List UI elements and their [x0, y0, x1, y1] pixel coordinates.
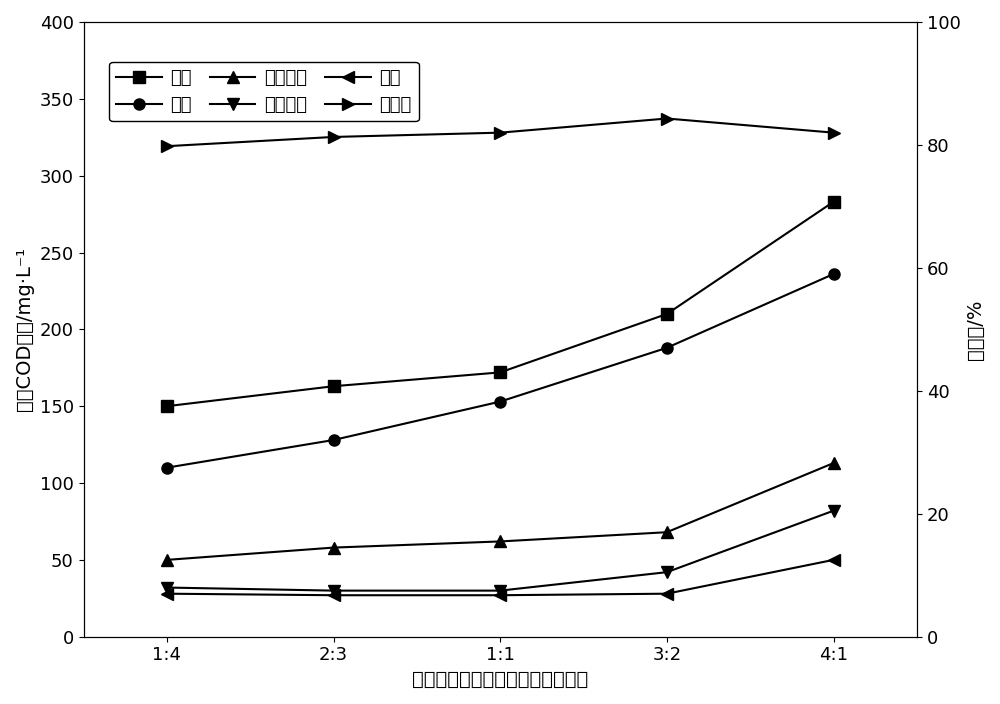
出水	[494, 591, 506, 599]
Legend: 进水, 厌氧, 一级好氧, 二级好氧, 出水, 去除率: 进水, 厌氧, 一级好氧, 二级好氧, 出水, 去除率	[109, 62, 419, 121]
Line: 二级好氧: 二级好氧	[161, 505, 839, 596]
Line: 一级好氧: 一级好氧	[161, 458, 839, 565]
去除率	[828, 128, 840, 137]
二级好氧	[828, 506, 840, 515]
进水	[161, 402, 173, 410]
一级好氧	[494, 537, 506, 546]
厌氧	[494, 397, 506, 406]
厌氧	[328, 436, 340, 444]
一级好氧	[161, 555, 173, 564]
一级好氧	[328, 543, 340, 552]
Line: 进水: 进水	[161, 196, 839, 412]
二级好氧	[661, 568, 673, 577]
进水	[494, 368, 506, 377]
厌氧	[828, 270, 840, 278]
出水	[328, 591, 340, 599]
出水	[161, 589, 173, 598]
厌氧	[161, 463, 173, 472]
二级好氧	[494, 586, 506, 595]
厌氧	[661, 344, 673, 352]
Y-axis label: 各区COD浓度/mg·L⁻¹: 各区COD浓度/mg·L⁻¹	[15, 247, 34, 411]
进水	[828, 198, 840, 206]
二级好氧	[328, 586, 340, 595]
出水	[828, 555, 840, 564]
Line: 出水: 出水	[161, 554, 839, 601]
二级好氧	[161, 584, 173, 592]
出水	[661, 589, 673, 598]
进水	[661, 310, 673, 318]
Line: 厌氧: 厌氧	[161, 268, 839, 473]
X-axis label: 苯甲酸废水与生活污水不同体积比: 苯甲酸废水与生活污水不同体积比	[412, 670, 588, 689]
Y-axis label: 去除率/%: 去除率/%	[966, 299, 985, 360]
一级好氧	[661, 528, 673, 536]
去除率	[494, 128, 506, 137]
去除率	[661, 114, 673, 122]
去除率	[328, 133, 340, 142]
Line: 去除率: 去除率	[161, 113, 839, 152]
进水	[328, 382, 340, 391]
去除率	[161, 142, 173, 151]
一级好氧	[828, 459, 840, 467]
